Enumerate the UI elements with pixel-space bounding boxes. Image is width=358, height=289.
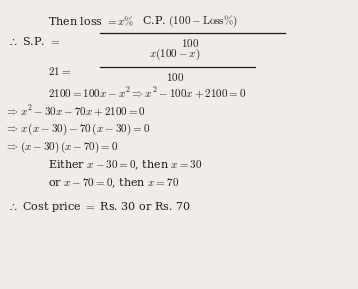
Text: $21 =$: $21 =$ (48, 65, 71, 77)
Text: Either $x - 30 = 0$, then $x = 30$: Either $x - 30 = 0$, then $x = 30$ (48, 158, 202, 172)
Text: $\Rightarrow (x - 30)\,(x - 70) = 0$: $\Rightarrow (x - 30)\,(x - 70) = 0$ (5, 139, 118, 155)
Text: $100$: $100$ (181, 37, 199, 49)
Text: $\therefore$ S.P. $=$: $\therefore$ S.P. $=$ (8, 35, 60, 47)
Text: $\therefore$ Cost price $=$ Rs. 30 or Rs. 70: $\therefore$ Cost price $=$ Rs. 30 or Rs… (8, 200, 191, 214)
Text: $\Rightarrow x^2 - 30x - 70x + 2100 = 0$: $\Rightarrow x^2 - 30x - 70x + 2100 = 0$ (5, 103, 146, 118)
Text: $100$: $100$ (166, 71, 184, 83)
Text: or $x - 70 = 0$, then $x = 70$: or $x - 70 = 0$, then $x = 70$ (48, 176, 179, 190)
Text: $2100 = 100x - x^2 \Rightarrow x^2 - 100x + 2100 = 0$: $2100 = 100x - x^2 \Rightarrow x^2 - 100… (48, 86, 247, 101)
Text: $x(100 - x)$: $x(100 - x)$ (149, 47, 201, 62)
Text: C.P. $(100 - \mathrm{Loss\%})$: C.P. $(100 - \mathrm{Loss\%})$ (142, 14, 238, 29)
Text: Then loss $= x\%$: Then loss $= x\%$ (48, 15, 135, 28)
Text: $\Rightarrow x\,(x - 30) - 70\,(x - 30) = 0$: $\Rightarrow x\,(x - 30) - 70\,(x - 30) … (5, 121, 150, 137)
